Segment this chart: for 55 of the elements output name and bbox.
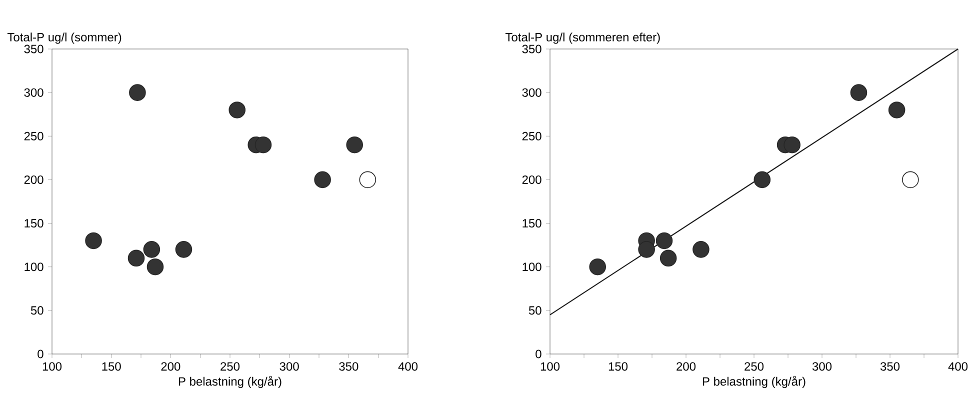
x-tick-label: 150 — [608, 362, 628, 371]
y-tick-label: 200 — [522, 175, 542, 184]
y-axis-title: Total-P ug/l (sommer) — [7, 32, 122, 44]
x-tick-label: 300 — [280, 362, 299, 371]
point — [850, 84, 868, 101]
point — [656, 232, 673, 250]
point — [346, 136, 364, 154]
y-tick-label: 150 — [24, 219, 44, 228]
point — [784, 136, 800, 154]
x-tick-label: 400 — [948, 362, 968, 371]
x-tick-label: 100 — [42, 362, 62, 371]
x-tick-label: 350 — [339, 362, 358, 371]
y-axis-title: Total-P ug/l (sommeren efter) — [505, 32, 660, 44]
y-tick-label: 0 — [38, 350, 44, 358]
y-tick-label: 250 — [522, 132, 542, 140]
y-tick-label: 100 — [24, 262, 44, 272]
y-tick-label: 100 — [522, 262, 542, 272]
point — [638, 241, 655, 258]
y-tick-label: 150 — [522, 219, 542, 228]
point — [254, 136, 272, 154]
x-tick-label: 150 — [102, 362, 121, 371]
x-tick-label: 250 — [744, 362, 764, 371]
point — [902, 171, 919, 188]
point — [359, 171, 376, 188]
point — [660, 250, 677, 267]
y-tick-label: 50 — [30, 306, 44, 315]
y-tick-label: 0 — [536, 350, 542, 358]
x-axis-title: P belastning (kg/år) — [178, 376, 282, 388]
y-tick-label: 300 — [24, 88, 44, 97]
point — [146, 258, 164, 276]
y-tick-label: 300 — [522, 88, 542, 97]
x-tick-label: 200 — [161, 362, 180, 371]
point — [143, 241, 160, 258]
y-tick-label: 50 — [528, 306, 542, 315]
x-axis-title: P belastning (kg/år) — [702, 376, 806, 388]
point — [692, 241, 710, 258]
y-tick-label: 350 — [24, 44, 44, 54]
point — [888, 102, 906, 118]
x-tick-label: 200 — [676, 362, 696, 371]
point — [228, 102, 246, 118]
point — [175, 241, 192, 258]
x-tick-label: 350 — [880, 362, 900, 371]
x-tick-label: 250 — [220, 362, 240, 371]
y-tick-label: 250 — [24, 132, 44, 140]
y-tick-label: 200 — [24, 175, 44, 184]
x-tick-label: 300 — [812, 362, 832, 371]
point — [314, 171, 331, 188]
point — [589, 258, 606, 276]
y-tick-label: 350 — [522, 44, 542, 54]
point — [754, 171, 771, 188]
point — [129, 84, 146, 101]
x-tick-label: 100 — [540, 362, 560, 371]
point — [128, 250, 145, 267]
point — [85, 232, 102, 250]
x-tick-label: 400 — [398, 362, 418, 371]
